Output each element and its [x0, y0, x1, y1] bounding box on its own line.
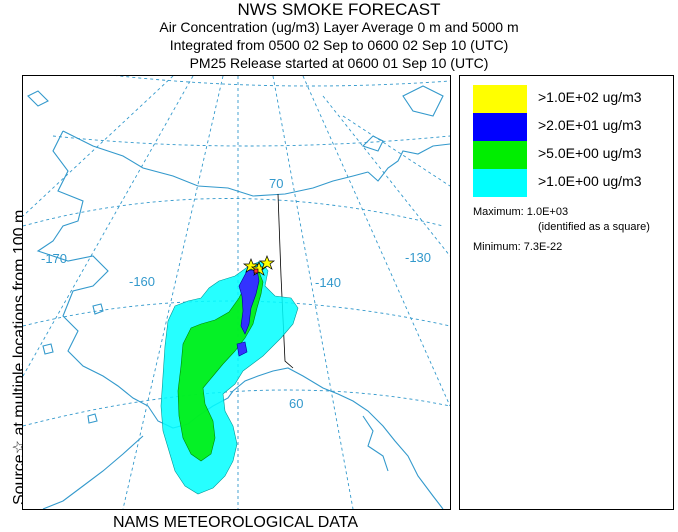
- legend-swatch-yellow: [473, 85, 527, 113]
- lon-label-160: -160: [129, 274, 155, 289]
- coastlines: [27, 85, 450, 509]
- legend-swatch-blue: [473, 113, 527, 141]
- legend-label-5: >5.0E+00 ug/m3: [538, 145, 642, 161]
- legend-swatch-cyan: [473, 169, 527, 197]
- integration-period: Integrated from 0500 02 Sep to 0600 02 S…: [169, 37, 509, 53]
- latitude-lines: [23, 76, 450, 427]
- lon-label-170: -170: [41, 251, 67, 266]
- lon-label-130: -130: [405, 250, 431, 265]
- legend-maximum-note: (identified as a square): [538, 221, 650, 233]
- smoke-map: -170 -160 -140 -130 70 60: [22, 75, 451, 510]
- plume-blue: [238, 268, 260, 335]
- legend-label-100: >1.0E+02 ug/m3: [538, 89, 642, 105]
- source-markers: [242, 255, 276, 276]
- map-canvas: -170 -160 -140 -130 70 60: [23, 76, 450, 509]
- legend-panel: >1.0E+02 ug/m3 >2.0E+01 ug/m3 >5.0E+00 u…: [459, 75, 674, 510]
- legend-minimum: Minimum: 7.3E-22: [473, 241, 563, 253]
- lat-label-70: 70: [269, 176, 283, 191]
- plume-blue-patch: [236, 341, 248, 357]
- forecast-title: NWS SMOKE FORECAST: [237, 0, 441, 19]
- release-info: PM25 Release started at 0600 01 Sep 10 (…: [189, 55, 489, 71]
- lat-label-60: 60: [289, 396, 303, 411]
- legend-label-20: >2.0E+01 ug/m3: [538, 117, 642, 133]
- legend-maximum: Maximum: 1.0E+03: [473, 206, 569, 218]
- border-line: [277, 193, 294, 369]
- meteorological-data-label: NAMS METEOROLOGICAL DATA: [112, 514, 359, 531]
- legend-label-1: >1.0E+00 ug/m3: [538, 173, 642, 189]
- lon-label-140: -140: [315, 275, 341, 290]
- concentration-subtitle: Air Concentration (ug/m3) Layer Average …: [159, 19, 519, 35]
- legend-swatch-green: [473, 141, 527, 169]
